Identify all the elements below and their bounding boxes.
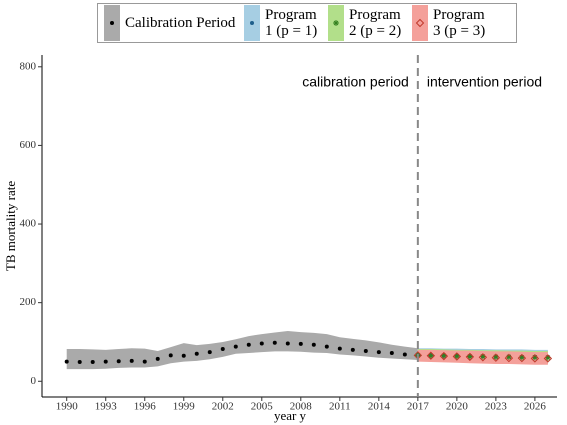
dot-marker [90,360,95,365]
star-marker [466,353,473,360]
star-marker [531,354,538,361]
x-tick-label: 2008 [290,401,313,413]
dot-marker [389,350,394,355]
y-tick-label: 600 [20,139,37,151]
star-marker [453,353,460,360]
diamond-marker [491,353,501,362]
legend-label: Program 1 (p = 1) [265,7,318,39]
y-tick-label: 0 [31,375,37,387]
x-tick-label: 1990 [56,401,79,413]
dot-marker [311,342,316,347]
legend-label: Program 3 (p = 3) [433,7,486,39]
legend-item: Calibration Period [104,5,238,41]
star-marker [479,353,486,360]
legend: Calibration Period Program 1 (p = 1) Progr… [97,3,517,43]
dot-marker [250,21,254,25]
legend-label: Program 2 (p = 2) [349,7,402,39]
x-tick-label: 2005 [251,401,274,413]
annotation: intervention period [427,74,542,90]
dot-marker [350,347,355,352]
y-tick-label: 200 [20,296,37,308]
star-marker [518,354,525,361]
dot-marker [233,344,238,349]
dot-marker [110,21,114,25]
x-tick-label: 2023 [485,401,508,413]
diamond-marker [426,351,436,360]
dot-marker [259,341,264,346]
x-tick-label: 2020 [446,401,469,413]
diamond-marker [504,353,514,363]
star-marker [427,352,434,359]
diamond-marker [465,352,475,362]
dot-marker [285,341,290,346]
dot-marker [142,359,147,364]
legend-item: Program 1 (p = 1) [244,5,322,41]
legend-swatch [412,5,428,41]
diamond-marker [530,354,540,363]
x-tick-label: 1996 [134,401,157,413]
x-tick-label: 2014 [368,401,391,413]
dot-marker [168,353,173,358]
y-axis-title: TB mortality rate [3,181,18,271]
x-tick-label: 2002 [212,401,234,413]
dot-marker [246,342,251,347]
dot-marker [298,341,303,346]
diamond-marker [478,353,488,362]
x-tick-label: 2017 [407,401,430,413]
dot-marker [376,350,381,355]
diamond-marker [517,353,527,363]
dot-marker [103,359,108,364]
dot-marker [129,358,134,363]
dot-marker [116,359,121,364]
legend-item: Program 2 (p = 2) [328,5,406,41]
y-tick-label: 400 [20,218,37,230]
dot-marker [272,340,277,345]
dot-marker [402,352,407,357]
x-tick-label: 1993 [95,401,118,413]
star-marker [505,353,512,360]
star-marker [544,354,551,361]
legend-band [412,5,428,41]
dot-marker [337,346,342,351]
star-marker [492,353,499,360]
star-marker [440,352,447,359]
legend-item: Program 3 (p = 3) [412,5,490,41]
diamond-marker [439,351,449,361]
dot-marker [363,349,368,354]
diamond-marker [452,352,462,361]
dot-marker [77,360,82,365]
dot-marker [64,359,69,364]
band [66,330,418,370]
diamond-marker [415,18,425,28]
dot-marker [194,351,199,356]
legend-label: Calibration Period [125,15,236,31]
legend-swatch [328,5,344,41]
legend-swatch [244,5,260,41]
dot-marker [220,347,225,352]
dot-marker [155,356,160,361]
x-tick-label: 1999 [173,401,196,413]
dot-marker [207,350,212,355]
star-marker [333,20,339,26]
x-tick-label: 2026 [524,401,547,413]
dot-marker [181,353,186,358]
legend-swatch [104,5,120,41]
diamond-marker [543,354,553,363]
dot-marker [324,344,329,349]
x-axis-title: year y [274,408,307,423]
x-tick-label: 2011 [329,401,351,413]
annotation: calibration period [302,74,409,90]
y-tick-label: 800 [20,60,37,72]
